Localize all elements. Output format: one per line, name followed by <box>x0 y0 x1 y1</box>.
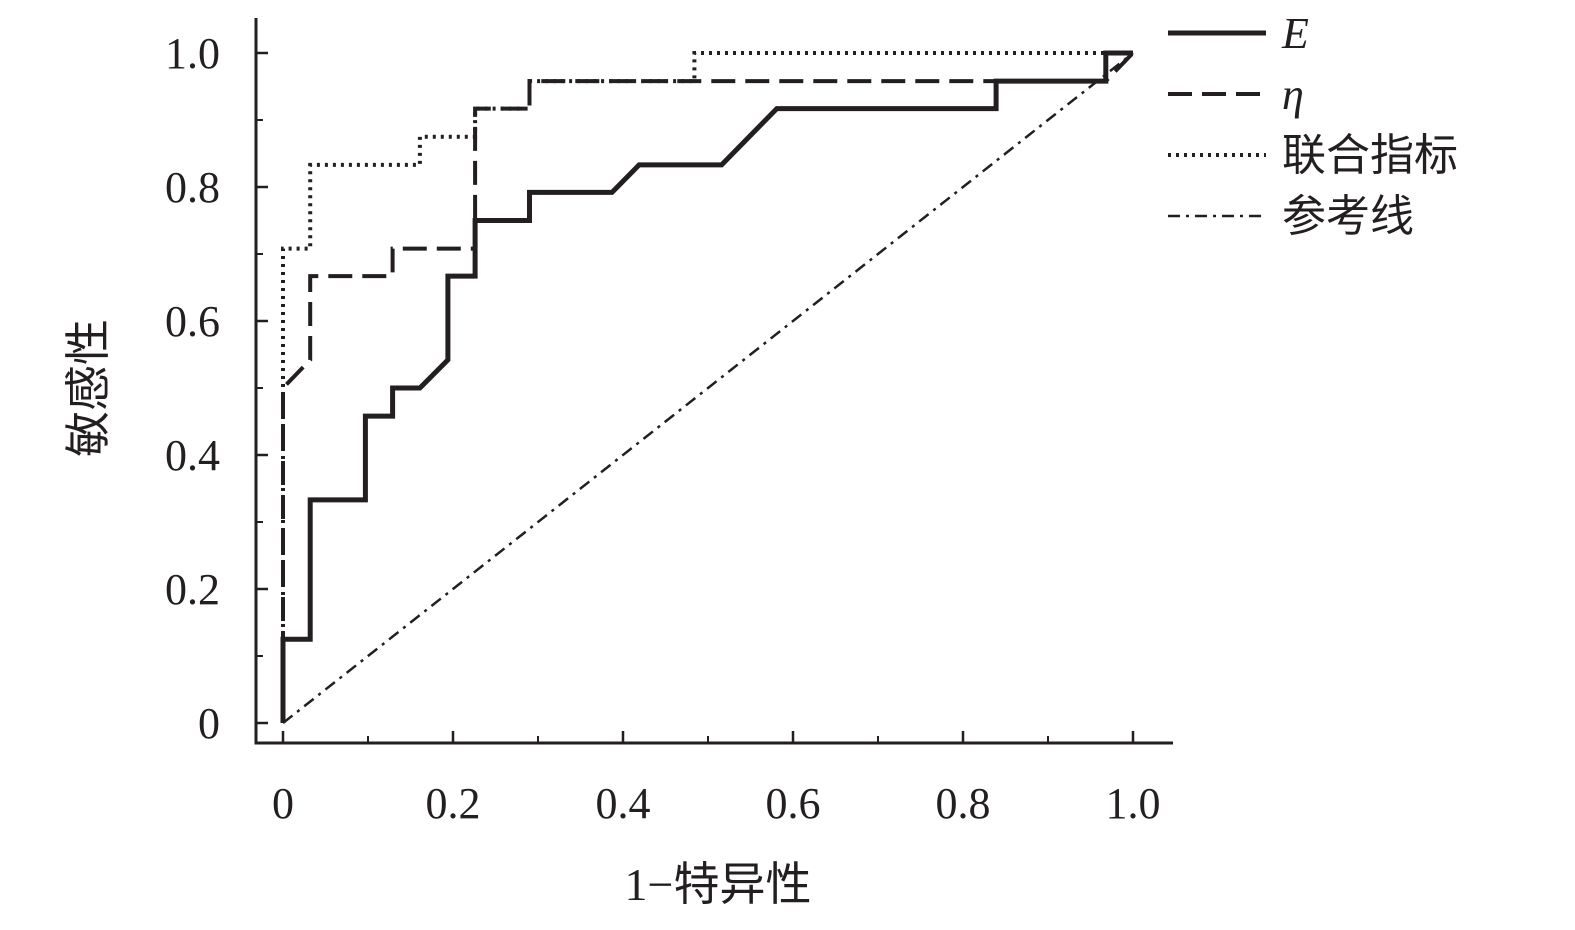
legend-label: η <box>1282 70 1304 119</box>
x-tick-label: 0.4 <box>596 779 651 828</box>
y-tick-label: 0.4 <box>165 431 220 480</box>
legend-label: 联合指标 <box>1282 131 1458 180</box>
x-tick-label: 0.8 <box>936 779 991 828</box>
x-tick-label: 0.2 <box>426 779 481 828</box>
legend-label: 参考线 <box>1282 192 1414 241</box>
series-line-solid <box>280 50 1133 723</box>
y-tick-label: 0 <box>198 699 220 748</box>
y-tick-label: 1.0 <box>165 29 220 78</box>
x-tick-label: 0 <box>272 779 294 828</box>
series-lines <box>280 50 1135 724</box>
y-axis-title: 敏感性 <box>63 319 114 457</box>
series-line-dashed <box>281 51 1135 723</box>
legend-label: E <box>1281 9 1309 58</box>
series-line-dash-dot <box>282 52 1134 724</box>
axes: 0 0.2 0.4 0.6 0.8 1.0 0 0.2 0.4 0.6 0.8 1.0 <box>165 18 1173 828</box>
y-tick-label: 0.8 <box>165 163 220 212</box>
x-tick-label: 0.6 <box>766 779 821 828</box>
x-axis-title: 1−特异性 <box>625 859 812 910</box>
x-tick-label: 1.0 <box>1106 779 1161 828</box>
axis-labels: 1−特异性 敏感性 <box>63 319 811 910</box>
y-tick-label: 0.2 <box>165 565 220 614</box>
y-tick-label: 0.6 <box>165 297 220 346</box>
